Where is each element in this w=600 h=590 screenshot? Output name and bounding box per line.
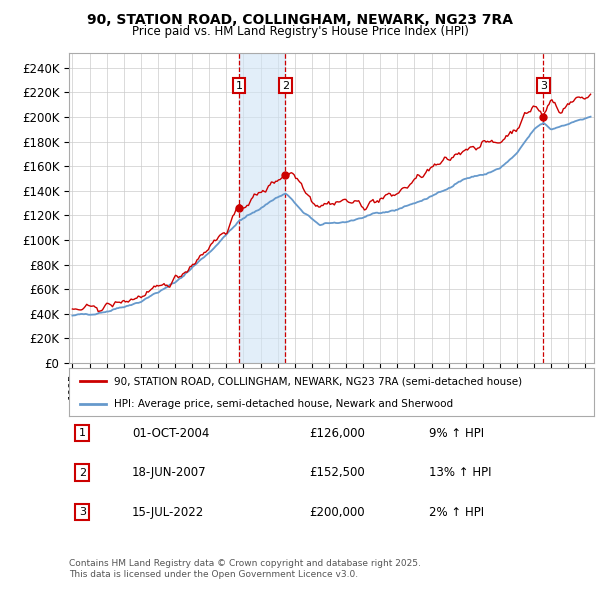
Text: 18-JUN-2007: 18-JUN-2007 <box>132 466 206 479</box>
Text: Price paid vs. HM Land Registry's House Price Index (HPI): Price paid vs. HM Land Registry's House … <box>131 25 469 38</box>
Text: £200,000: £200,000 <box>309 506 365 519</box>
Text: 2: 2 <box>79 468 86 477</box>
Text: £126,000: £126,000 <box>309 427 365 440</box>
Text: 3: 3 <box>79 507 86 517</box>
Text: 2: 2 <box>282 81 289 91</box>
Text: 15-JUL-2022: 15-JUL-2022 <box>132 506 204 519</box>
Text: 9% ↑ HPI: 9% ↑ HPI <box>429 427 484 440</box>
Text: 90, STATION ROAD, COLLINGHAM, NEWARK, NG23 7RA: 90, STATION ROAD, COLLINGHAM, NEWARK, NG… <box>87 13 513 27</box>
Text: 90, STATION ROAD, COLLINGHAM, NEWARK, NG23 7RA (semi-detached house): 90, STATION ROAD, COLLINGHAM, NEWARK, NG… <box>113 376 522 386</box>
Text: 13% ↑ HPI: 13% ↑ HPI <box>429 466 491 479</box>
Text: 3: 3 <box>540 81 547 91</box>
Text: Contains HM Land Registry data © Crown copyright and database right 2025.
This d: Contains HM Land Registry data © Crown c… <box>69 559 421 579</box>
Text: 01-OCT-2004: 01-OCT-2004 <box>132 427 209 440</box>
Bar <box>239 53 286 363</box>
Text: 1: 1 <box>79 428 86 438</box>
Text: £152,500: £152,500 <box>309 466 365 479</box>
Text: 2% ↑ HPI: 2% ↑ HPI <box>429 506 484 519</box>
Text: HPI: Average price, semi-detached house, Newark and Sherwood: HPI: Average price, semi-detached house,… <box>113 399 453 409</box>
Text: 1: 1 <box>236 81 242 91</box>
